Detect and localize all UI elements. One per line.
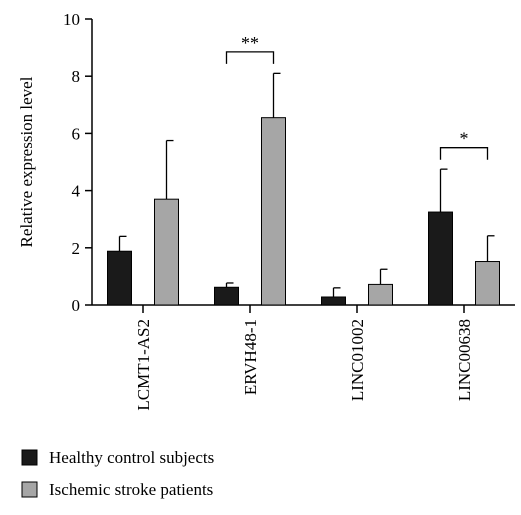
y-tick-label: 2 [72,239,81,258]
x-tick-label: LINC01002 [348,319,367,401]
y-tick-label: 10 [63,10,80,29]
x-tick-label: ERVH48-1 [241,319,260,395]
significance-label: ** [241,33,259,53]
bar-healthy [214,286,239,306]
bar-healthy [321,296,346,306]
bar-healthy [428,211,453,306]
y-tick-label: 6 [72,124,81,143]
legend-swatch-stroke [21,481,38,498]
bar-stroke [261,117,286,306]
significance-bracket [225,51,275,64]
bar-healthy [107,250,132,306]
y-axis-label: Relative expression level [17,76,36,247]
y-tick-label: 4 [72,182,81,201]
x-tick-label: LCMT1-AS2 [134,319,153,411]
bar-stroke [154,198,179,306]
y-tick-label: 0 [72,296,81,315]
legend-label: Ischemic stroke patients [49,480,213,499]
legend-label: Healthy control subjects [49,448,214,467]
legend-swatch-healthy [21,449,38,466]
y-tick-label: 8 [72,67,81,86]
x-tick-label: LINC00638 [455,319,474,401]
significance-label: * [460,129,469,149]
bar-stroke [475,261,500,306]
significance-bracket [439,147,489,160]
bar-stroke [368,283,393,306]
